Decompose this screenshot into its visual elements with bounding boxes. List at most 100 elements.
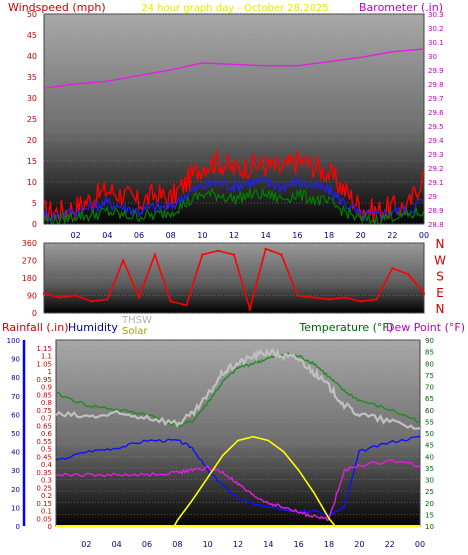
rainfall-label: Rainfall (.in) — [2, 321, 69, 334]
wind-direction-point — [90, 300, 93, 303]
temp-x-tick: 16 — [294, 540, 304, 549]
barometer-y-tick: 29.5 — [428, 123, 444, 131]
wind-direction-point — [58, 296, 61, 299]
wind-direction-point — [264, 247, 267, 250]
temp-x-axis: 02 04 06 08 10 12 14 16 18 20 22 00 — [81, 540, 425, 549]
temp-x-tick: 02 — [81, 540, 91, 549]
humidity-y-tick: 10 — [11, 504, 20, 512]
temp-x-tick: 00 — [415, 540, 425, 549]
temp-x-tick: 08 — [172, 540, 182, 549]
barometer-y-tick: 30.3 — [428, 11, 444, 19]
rainfall-y-tick: 0.8 — [41, 399, 52, 407]
rainfall-y-tick: 0.15 — [36, 500, 52, 508]
barometer-y-tick: 29.9 — [428, 67, 444, 75]
wind-direction-point — [391, 267, 394, 270]
wind-x-tick: 14 — [261, 231, 271, 240]
barometer-y-tick: 30 — [428, 53, 437, 61]
temp-x-tick: 04 — [112, 540, 122, 549]
humidity-y-tick: 100 — [7, 337, 20, 345]
temperature-y-tick: 65 — [425, 395, 434, 403]
temperature-y-axis: 10 15 20 25 30 35 40 45 50 55 60 65 70 75 80 85 90 — [425, 337, 434, 531]
humidity-line — [55, 435, 421, 517]
temp-x-tick: 10 — [203, 540, 213, 549]
dewpoint-line — [55, 459, 421, 522]
barometer-line — [43, 48, 425, 89]
wind-direction-point — [343, 296, 346, 299]
wind-direction-point — [359, 300, 362, 303]
wind-direction-point — [217, 249, 220, 252]
wind-direction-point — [280, 253, 283, 256]
direction-series — [43, 247, 425, 313]
wind-y-axis: 0 5 10 15 20 25 30 35 40 45 50 — [27, 10, 37, 229]
rainfall-y-tick: 0.35 — [36, 469, 52, 477]
wind-x-tick: 18 — [324, 231, 334, 240]
temperature-y-tick: 60 — [425, 407, 434, 415]
temperature-label: Temperature (°F) — [298, 321, 393, 334]
rainfall-y-tick: 0.25 — [36, 484, 52, 492]
direction-y-tick: 180 — [22, 274, 37, 283]
temperature-y-tick: 45 — [425, 442, 434, 450]
temperature-y-tick: 25 — [425, 488, 434, 496]
wind-y-tick: 5 — [32, 199, 37, 208]
rainfall-y-tick: 1.05 — [36, 360, 52, 368]
compass-label: S — [436, 270, 444, 284]
direction-y-tick: 0 — [32, 309, 37, 318]
solar-line — [173, 435, 336, 527]
wind-direction-point — [122, 259, 125, 262]
wind-direction-point — [138, 296, 140, 299]
humidity-y-tick: 70 — [11, 393, 20, 401]
temp-x-tick: 06 — [142, 540, 152, 549]
direction-y-axis: 0 90 180 270 360 — [22, 239, 37, 318]
rainfall-y-tick: 1.1 — [41, 353, 52, 361]
wind-direction-point — [43, 292, 45, 295]
humidity-y-tick: 0 — [16, 523, 20, 531]
barometer-y-tick: 29.4 — [428, 137, 444, 145]
temp-x-tick: 20 — [354, 540, 364, 549]
barometer-y-tick: 30.1 — [428, 39, 444, 47]
barometer-y-axis: 28.8 28.9 29 29.1 29.2 29.3 29.4 29.5 29.6 29.7 29… — [428, 11, 444, 229]
temp-x-tick: 18 — [324, 540, 334, 549]
temperature-y-tick: 70 — [425, 384, 434, 392]
rainfall-y-tick: 1 — [48, 368, 52, 376]
compass-label: N — [436, 237, 445, 251]
dewpoint-label: Dew Point (°F) — [386, 321, 465, 334]
wind-y-tick: 50 — [27, 10, 37, 19]
wind-y-tick: 25 — [27, 115, 37, 124]
thsw-label: THSW — [121, 315, 152, 326]
wind-x-tick: 06 — [134, 231, 144, 240]
barometer-y-tick: 29.6 — [428, 109, 444, 117]
compass-label: W — [434, 253, 446, 267]
humidity-y-tick: 40 — [11, 449, 20, 457]
wind-direction-point — [407, 273, 410, 276]
humidity-y-axis: 0 10 20 30 40 50 60 70 80 90 100 — [7, 337, 26, 531]
wind-x-tick: 12 — [229, 231, 239, 240]
direction-y-tick: 270 — [22, 257, 37, 266]
wind-y-tick: 45 — [27, 31, 37, 40]
wind-x-tick: 08 — [166, 231, 176, 240]
solar-label: Solar — [122, 326, 148, 337]
wind-y-tick: 35 — [27, 73, 37, 82]
rainfall-y-tick: 0.5 — [41, 446, 52, 454]
rainfall-y-tick: 0.95 — [36, 376, 52, 384]
rainfall-y-tick: 1.15 — [36, 345, 52, 353]
rainfall-y-tick: 0.9 — [41, 384, 52, 392]
compass-label: E — [436, 286, 444, 300]
wind-x-tick: 10 — [197, 231, 207, 240]
rainfall-y-tick: 0 — [48, 523, 52, 531]
humidity-y-tick: 80 — [11, 374, 20, 382]
wind-y-tick: 10 — [27, 178, 37, 187]
temp-x-tick: 12 — [233, 540, 243, 549]
wind-direction-point — [185, 304, 188, 307]
humidity-y-tick: 20 — [11, 486, 20, 494]
windspeed-label: Windspeed (mph) — [8, 1, 106, 14]
wind-direction-point — [375, 298, 378, 301]
barometer-y-tick: 29.1 — [428, 179, 444, 187]
wind-y-tick: 15 — [27, 157, 37, 166]
direction-y-tick: 360 — [22, 239, 37, 248]
barometer-y-tick: 29.3 — [428, 151, 444, 159]
barometer-y-tick: 29.7 — [428, 95, 444, 103]
barometer-label: Barometer (.in) — [359, 1, 443, 14]
temperature-y-tick: 55 — [425, 418, 434, 426]
